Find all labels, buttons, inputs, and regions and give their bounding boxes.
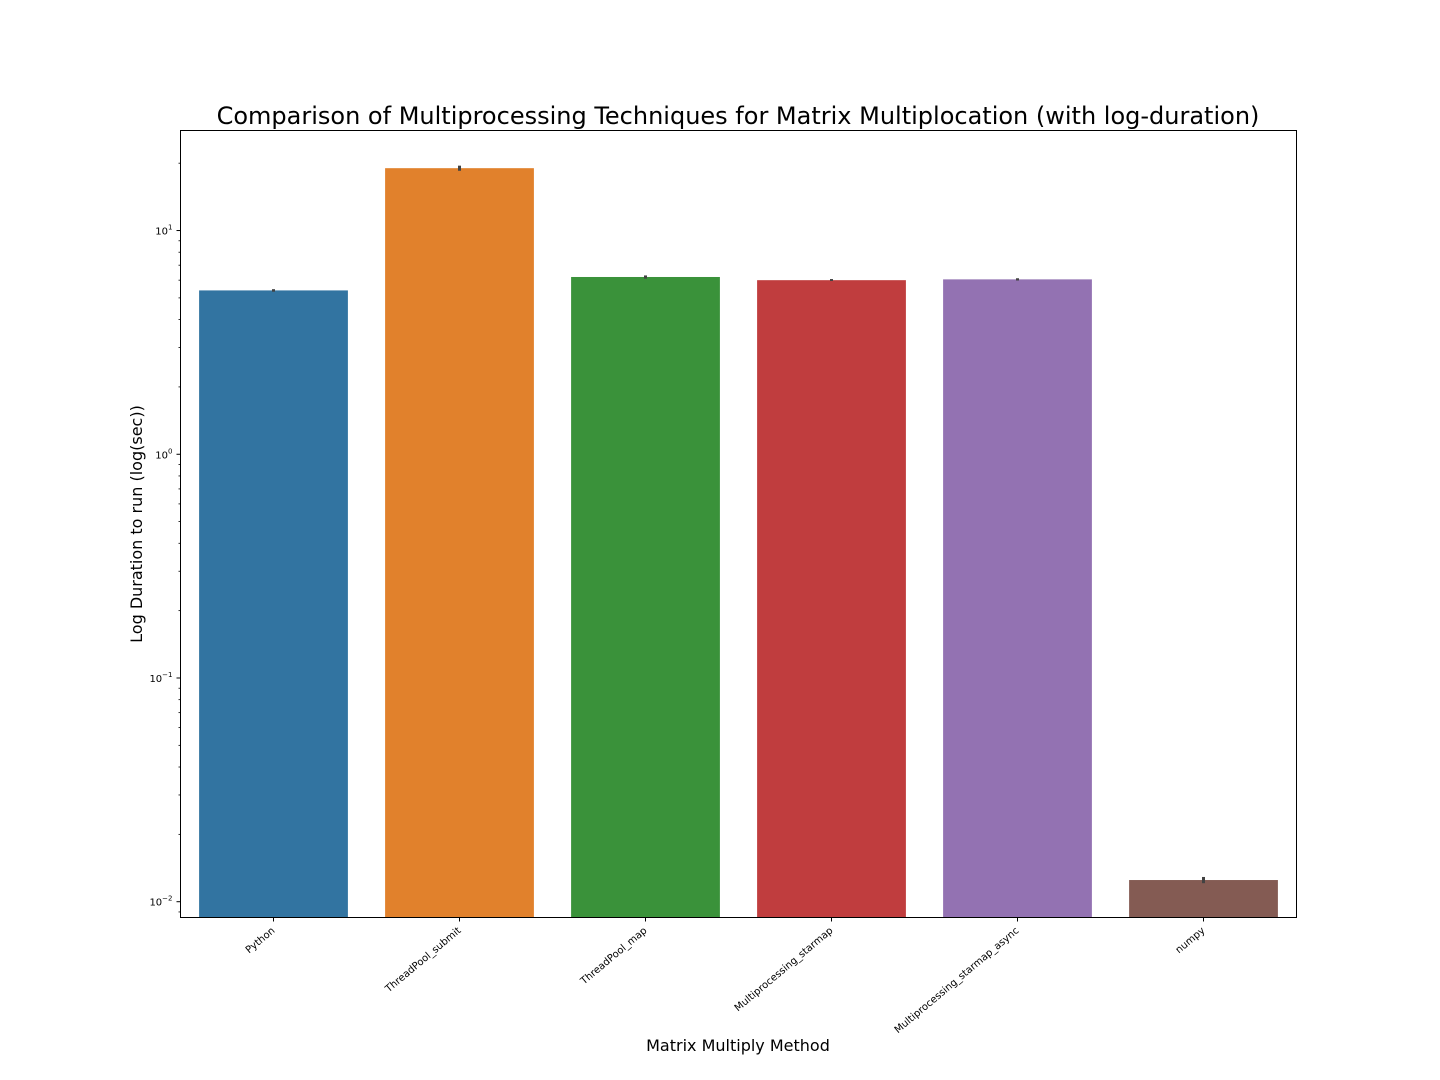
x-tick-label: Multiprocessing_starmap xyxy=(733,925,836,1014)
y-axis-label: Log Duration to run (log(sec)) xyxy=(127,405,146,643)
chart-title: Comparison of Multiprocessing Techniques… xyxy=(217,102,1260,130)
y-tick-label: 10−1 xyxy=(149,671,172,685)
bar-ThreadPool_submit xyxy=(385,168,534,918)
bar-Multiprocessing_starmap xyxy=(757,280,906,918)
bar-Python xyxy=(199,290,348,918)
y-tick-label: 10−2 xyxy=(149,895,172,909)
x-tick-label: Multiprocessing_starmap_async xyxy=(893,925,1022,1036)
x-tick-label: Python xyxy=(244,925,278,956)
y-tick-label: 100 xyxy=(155,447,172,461)
x-tick-label: ThreadPool_map xyxy=(578,925,649,987)
x-tick-label: numpy xyxy=(1174,925,1208,956)
bar-Multiprocessing_starmap_async xyxy=(943,279,1092,918)
bar-numpy xyxy=(1129,880,1278,918)
x-tick-label: ThreadPool_submit xyxy=(383,925,464,995)
y-axis-ticks: 10−2 10−1 100 101 xyxy=(149,162,181,913)
bars-layer xyxy=(199,165,1278,918)
x-axis-ticks: Python ThreadPool_submit ThreadPool_map Mul… xyxy=(244,917,1208,1036)
y-tick-label: 101 xyxy=(155,224,172,238)
x-axis-label: Matrix Multiply Method xyxy=(646,1036,830,1055)
bar-ThreadPool_map xyxy=(571,276,720,918)
plot-frame xyxy=(180,130,1297,918)
